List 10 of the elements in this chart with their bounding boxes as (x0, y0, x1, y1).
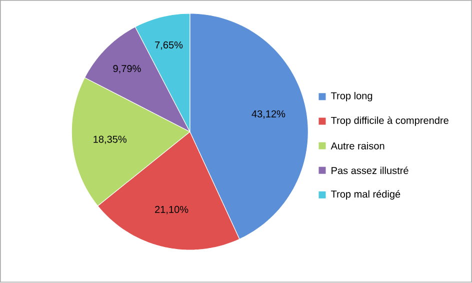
data-label: 21,10% (155, 206, 188, 214)
legend-label: Trop difficile à comprendre (330, 116, 448, 126)
legend-label: Pas assez illustré (332, 166, 408, 174)
legend-label: Autre raison (330, 142, 384, 150)
data-label: 9,79% (113, 65, 141, 74)
legend-label: Trop mal rédigé (330, 190, 400, 200)
data-label: 18,35% (94, 136, 127, 144)
data-label: 7,65% (155, 42, 183, 50)
data-label: 43,12% (252, 110, 286, 119)
legend-label: Trop long (330, 92, 372, 102)
